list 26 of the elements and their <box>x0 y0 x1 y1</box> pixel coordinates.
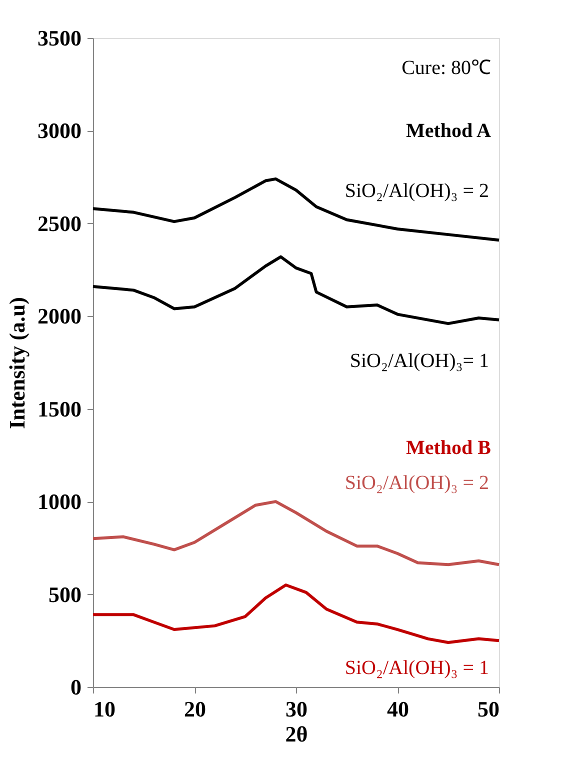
y-tick-label: 1000 <box>38 489 82 514</box>
x-axis-title: 2θ <box>285 722 308 746</box>
series-label: SiO₂/Al(OH)₃= 1 <box>350 350 489 372</box>
annotation: Cure: 80℃ <box>402 57 491 79</box>
y-tick-label: 2000 <box>38 304 82 329</box>
x-tick-label: 20 <box>184 696 206 722</box>
x-tick-label: 30 <box>286 696 308 722</box>
y-tick-label: 3000 <box>38 118 82 144</box>
annotation: Method B <box>406 437 491 459</box>
y-tick-label: 2500 <box>38 210 82 236</box>
y-tick-label: 1500 <box>38 396 82 422</box>
series-label: SiO₂/Al(OH)₃ = 1 <box>344 657 489 679</box>
y-tick-label: 500 <box>48 582 82 607</box>
x-tick-label: 10 <box>94 696 116 722</box>
y-tick-label: 3500 <box>38 26 82 50</box>
series-label: SiO₂/Al(OH)₃ = 2 <box>344 180 489 202</box>
line-series <box>92 177 500 242</box>
y-tick-label: 0 <box>70 674 82 700</box>
y-axis-title: Intensity (a.u) <box>4 296 30 430</box>
annotation: Method A <box>406 120 492 142</box>
line-series <box>92 500 500 566</box>
x-tick-label: 50 <box>478 696 500 722</box>
line-series <box>92 584 500 644</box>
x-tick-label: 40 <box>387 696 409 722</box>
text: SiO₂/Al(OH)₃ = 2 <box>344 472 489 494</box>
line-series <box>92 255 500 326</box>
